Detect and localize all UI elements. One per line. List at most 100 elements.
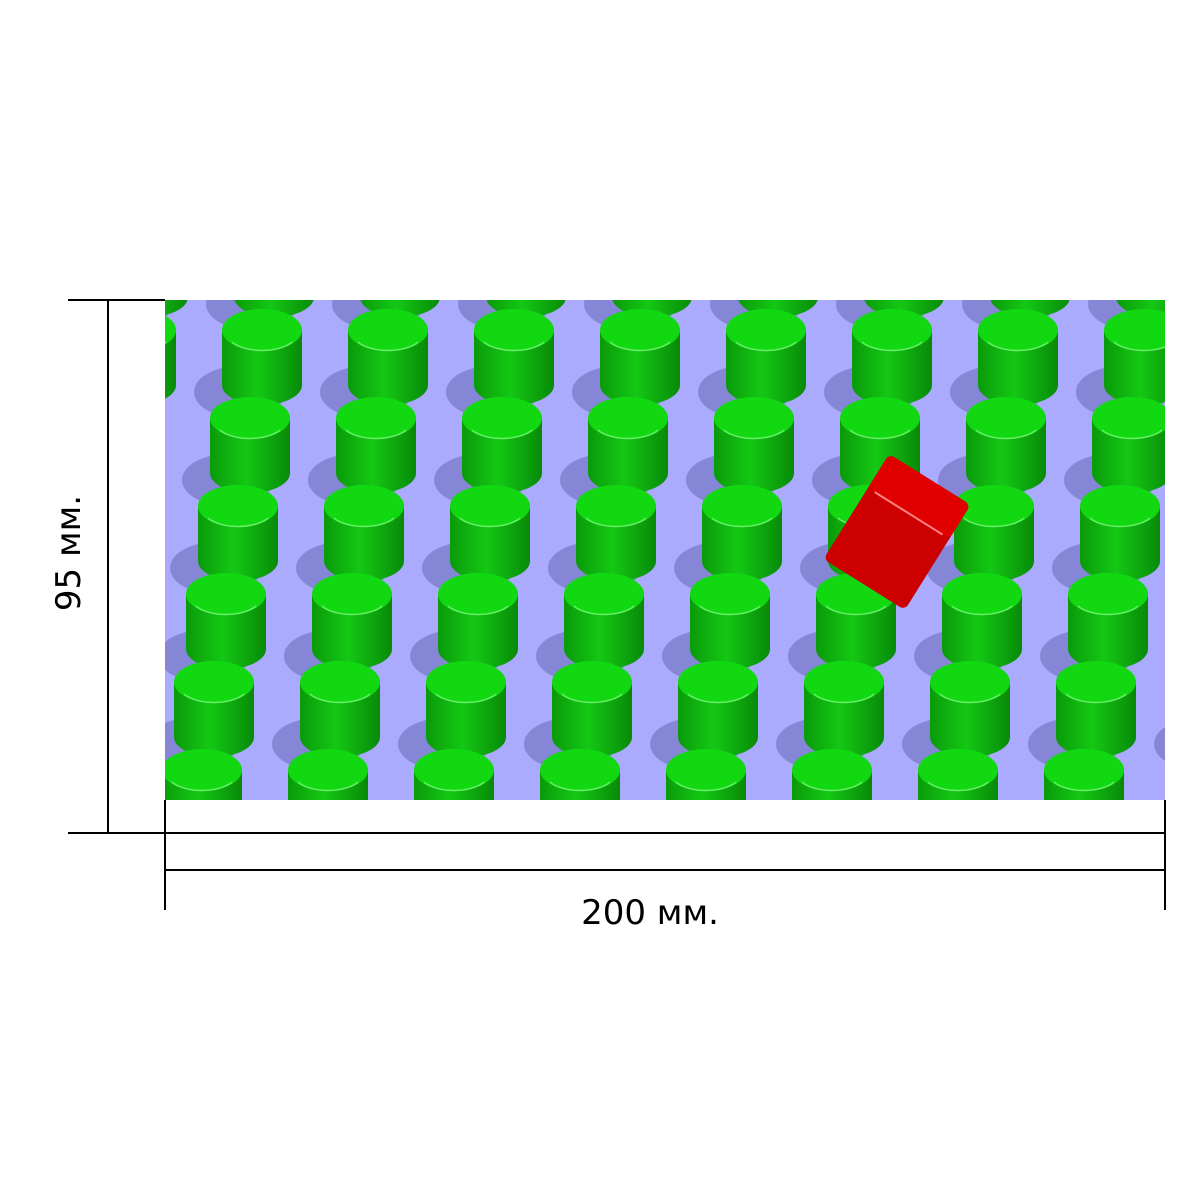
stud-part — [748, 254, 808, 262]
stud-part — [165, 315, 176, 345]
stud-part — [864, 221, 944, 263]
stud-part — [726, 309, 806, 351]
stud-part — [612, 221, 692, 263]
stud-part — [94, 430, 154, 438]
stud-part — [702, 541, 782, 581]
stud-part — [1068, 573, 1148, 615]
stud-part — [990, 242, 1070, 297]
stud-part — [600, 309, 680, 351]
stud-part — [165, 300, 188, 316]
stud-part — [840, 397, 920, 439]
stud-part — [726, 365, 806, 405]
stud-part — [312, 573, 392, 615]
stud-part — [1154, 727, 1165, 761]
stud-part — [966, 397, 1046, 439]
stud-part — [1032, 837, 1112, 879]
stud-part — [165, 300, 172, 318]
stud-part — [309, 693, 371, 704]
stud-part — [878, 894, 970, 946]
stud-part — [186, 573, 266, 615]
stud-part — [738, 242, 818, 297]
stud-part — [462, 453, 542, 493]
stud-part — [600, 365, 680, 405]
stud-part — [987, 341, 1049, 352]
stud-part — [861, 341, 923, 352]
stud-part — [150, 858, 230, 913]
stud-part — [1080, 541, 1160, 581]
stud-part — [160, 870, 220, 878]
stud-part — [801, 781, 863, 792]
stud-part — [210, 453, 290, 493]
stud-part — [711, 517, 773, 528]
stud-part — [165, 341, 167, 344]
stud-part — [1092, 453, 1165, 493]
stud-part — [36, 805, 116, 845]
stud-part — [195, 605, 257, 616]
stud-part — [664, 870, 724, 878]
stud-part — [540, 749, 620, 791]
stud-part — [1194, 629, 1200, 669]
stud-part — [792, 805, 872, 845]
stud-part — [874, 254, 934, 262]
stud-part — [32, 630, 124, 682]
stud-part — [24, 858, 104, 913]
stud-part — [210, 397, 290, 439]
stud-part — [459, 517, 521, 528]
red-block — [825, 456, 969, 608]
stud-part — [916, 870, 976, 878]
stud-part — [24, 893, 104, 933]
stud-part — [374, 894, 466, 946]
stud-part — [597, 429, 659, 440]
stud-part — [150, 837, 230, 879]
stud-part — [1044, 805, 1124, 845]
stud-part — [84, 397, 164, 439]
stud-part — [792, 749, 872, 791]
stud-part — [1190, 454, 1200, 506]
stud-part — [864, 242, 944, 297]
stud-part — [1032, 858, 1112, 913]
stud-part — [1180, 782, 1200, 790]
stud-part — [84, 418, 164, 473]
stud-part — [324, 485, 404, 527]
stud-part — [1056, 717, 1136, 757]
stud-part — [435, 693, 497, 704]
stud-part — [690, 573, 770, 615]
stud-part — [588, 397, 668, 439]
stud-part — [702, 485, 782, 527]
stud-part — [34, 870, 94, 878]
stud-part — [48, 717, 128, 757]
stud-part — [174, 717, 254, 757]
stud-part — [496, 254, 556, 262]
stud-part — [1004, 894, 1096, 946]
stud-part — [108, 221, 188, 263]
height-label: 95 мм. — [49, 495, 89, 611]
stud-part — [36, 770, 116, 825]
stud-part — [930, 717, 1010, 757]
stud-part — [714, 397, 794, 439]
stud-part — [1092, 397, 1165, 439]
stud-part — [426, 661, 506, 703]
stud-part — [678, 661, 758, 703]
stud-part — [486, 221, 566, 263]
stud-part — [1170, 805, 1200, 845]
stud-part — [942, 629, 1022, 669]
stud-part — [939, 693, 1001, 704]
stud-part — [1194, 594, 1200, 649]
stud-part — [122, 894, 214, 946]
stud-part — [300, 661, 380, 703]
stud-part — [1068, 629, 1148, 669]
stud-part — [60, 629, 140, 669]
stud-part — [486, 242, 566, 297]
stud-part — [231, 341, 293, 352]
stud-part — [1182, 682, 1200, 737]
stud-part — [324, 541, 404, 581]
stud-part — [918, 805, 998, 845]
stud-part — [186, 629, 266, 669]
studs — [24, 221, 1200, 946]
stud-part — [538, 870, 598, 878]
stud-part — [288, 805, 368, 845]
stud-part — [198, 485, 278, 527]
stud-part — [1170, 770, 1200, 825]
stud-part — [402, 837, 482, 879]
stud-part — [690, 629, 770, 669]
